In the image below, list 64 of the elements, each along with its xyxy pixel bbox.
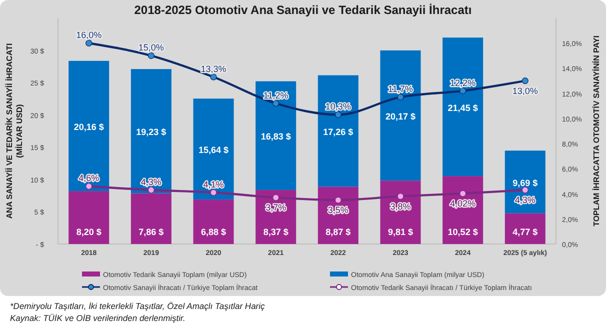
data-label: 17,26 $ xyxy=(323,127,354,137)
data-label: 4,1% xyxy=(203,180,224,190)
point xyxy=(210,74,217,80)
data-label: 8,37 $ xyxy=(263,227,288,237)
data-label: 13,0% xyxy=(512,86,538,96)
bar xyxy=(442,38,484,176)
point xyxy=(148,186,154,194)
data-label: 11,2% xyxy=(263,90,288,100)
point xyxy=(210,189,217,196)
bar xyxy=(256,81,296,190)
bar xyxy=(504,213,546,244)
bar xyxy=(68,60,110,192)
data-label: 10,3% xyxy=(325,102,351,112)
text: Kaynak: TÜİK ve OİB verilerinden derlenmiştir. xyxy=(10,313,186,323)
bar xyxy=(318,75,358,187)
y2-axis-title: TOPLAM İHRACATTA OTOMOTİV SANAYİNİN PAYI xyxy=(592,36,601,226)
data-label: 4,6% xyxy=(78,173,100,184)
bar xyxy=(193,98,234,200)
bar xyxy=(380,50,421,181)
data-label: 3,5% xyxy=(328,205,348,216)
point xyxy=(460,190,466,197)
data-label: 15,64 $ xyxy=(198,145,229,156)
y-axis-title: ANA SANAYİİ VE TEDARİK SANAYİİ İHRACATI (MİLYAR USD) xyxy=(5,43,24,219)
point xyxy=(522,77,528,84)
bar xyxy=(130,193,172,244)
data-label: 9,81 $ xyxy=(388,227,414,237)
bar xyxy=(68,191,110,244)
data-label: 6,88 $ xyxy=(200,227,226,237)
point xyxy=(86,40,92,46)
data-label: 15,0% xyxy=(138,42,164,53)
point xyxy=(397,192,404,200)
data-label: 10,52 $ xyxy=(448,227,478,237)
data-label: 4,77 $ xyxy=(512,227,538,237)
point xyxy=(460,88,466,94)
bar xyxy=(504,150,546,214)
point xyxy=(148,52,154,59)
data-label: 3,7% xyxy=(266,202,286,213)
point xyxy=(334,111,342,118)
data-label: 19,23 $ xyxy=(136,127,166,138)
point xyxy=(397,94,404,100)
data-label: 3,8% xyxy=(390,201,411,212)
data-label: 12,2% xyxy=(450,78,476,88)
data-label: 20,17 $ xyxy=(385,112,416,122)
data-label: 8,87 $ xyxy=(326,227,351,237)
data-label: 8,20 $ xyxy=(76,227,102,237)
bar xyxy=(193,200,234,244)
data-label: 16,83 $ xyxy=(260,132,291,142)
text: *Demiryolu Taşıtları, İki tekerlekli Taşıtlar, Özel Amaçlı Taşıtlar Hariç xyxy=(10,301,266,311)
point xyxy=(334,196,342,204)
point xyxy=(272,194,280,201)
point xyxy=(272,100,280,107)
data-label: 20,16 $ xyxy=(74,122,104,132)
bar xyxy=(130,69,172,194)
data-label: 9,69 $ xyxy=(512,178,538,188)
point xyxy=(86,182,92,190)
chart-title: 2018-2025 Otomotiv Ana Sanayii ve Tedarik Sanayii İhracatı xyxy=(134,3,472,17)
data-label: 4,02% xyxy=(450,198,476,209)
data-label: 16,0% xyxy=(76,30,102,40)
data-label: 13,3% xyxy=(200,64,226,74)
data-label: 4,3% xyxy=(140,177,162,188)
data-label: 7,86 $ xyxy=(138,227,164,237)
data-label: 11,7% xyxy=(388,84,413,94)
data-label: 4,3% xyxy=(514,195,536,206)
data-label: 21,45 $ xyxy=(448,102,478,113)
